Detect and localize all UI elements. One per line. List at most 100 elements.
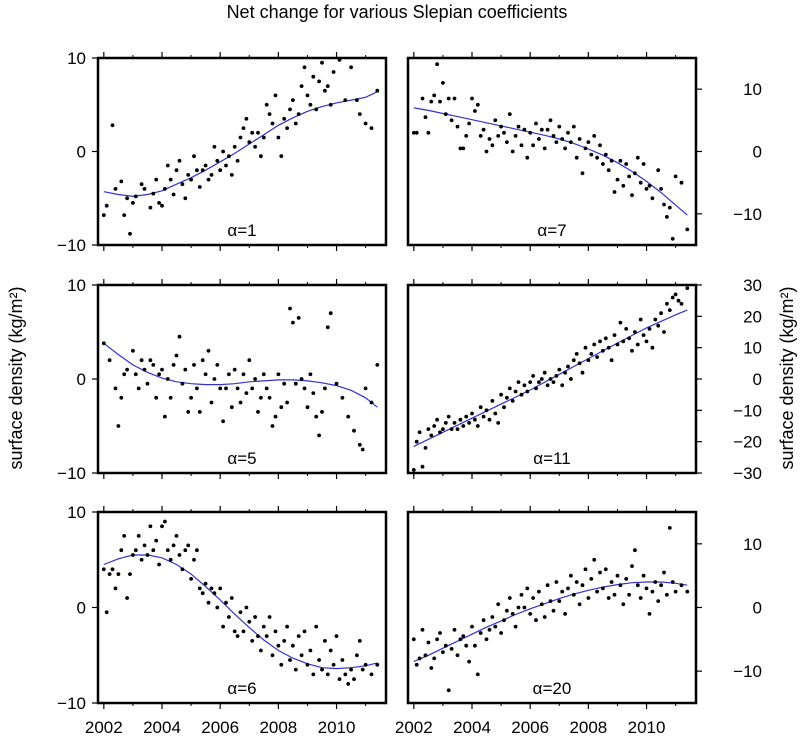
data-point <box>548 599 553 603</box>
y-tick-label: 0 <box>753 143 762 162</box>
data-point <box>122 372 127 377</box>
data-point <box>139 182 144 187</box>
data-point <box>279 662 284 667</box>
panel-label: α=1 <box>227 221 256 240</box>
data-point <box>473 643 477 648</box>
data-point <box>238 135 243 140</box>
data-point <box>539 602 544 607</box>
data-point <box>601 348 605 353</box>
data-point <box>253 615 257 619</box>
x-tick-label: 2004 <box>143 718 181 737</box>
data-point <box>449 427 454 431</box>
data-point <box>569 573 573 578</box>
data-point <box>461 424 466 428</box>
data-point <box>603 567 608 572</box>
data-point <box>653 580 658 584</box>
data-point <box>601 162 605 166</box>
data-point <box>299 653 304 658</box>
data-point <box>609 158 614 163</box>
data-point <box>665 592 669 597</box>
data-point <box>160 367 164 372</box>
data-point <box>145 381 150 386</box>
data-point <box>580 171 585 176</box>
data-point <box>452 96 457 101</box>
data-point <box>133 548 138 553</box>
data-point <box>163 187 167 191</box>
data-point <box>507 386 512 391</box>
data-point <box>113 586 118 591</box>
data-point <box>180 567 185 572</box>
data-point <box>171 363 176 367</box>
data-point <box>291 320 295 325</box>
data-point <box>340 395 345 400</box>
fit-line <box>103 91 378 198</box>
data-point <box>475 424 480 428</box>
data-point <box>484 408 489 413</box>
data-point <box>160 203 164 208</box>
data-point <box>665 215 669 219</box>
data-point <box>502 130 506 135</box>
data-point <box>484 149 489 154</box>
data-point <box>551 380 556 384</box>
data-point <box>641 162 646 166</box>
data-point <box>209 173 214 177</box>
data-point <box>670 295 675 300</box>
data-point <box>148 524 153 529</box>
data-point <box>505 140 509 145</box>
data-point <box>311 391 316 395</box>
data-point <box>455 124 460 129</box>
data-point <box>525 586 530 591</box>
data-point <box>299 377 304 381</box>
data-point <box>577 361 582 366</box>
data-point <box>200 358 205 363</box>
data-point <box>259 154 263 159</box>
panel-5: 2002 2004 2006 2008 2010 −10 0 10 α=6 <box>57 503 388 737</box>
data-point <box>337 58 342 62</box>
data-point <box>487 627 492 632</box>
data-point <box>461 634 466 638</box>
data-point <box>420 464 425 469</box>
data-point <box>571 358 576 363</box>
data-point <box>475 672 480 677</box>
data-point <box>557 124 562 129</box>
data-point <box>221 149 226 154</box>
data-point <box>516 605 521 610</box>
fit-line <box>103 342 378 408</box>
x-tick-label: 2010 <box>628 718 666 737</box>
data-point <box>154 395 159 400</box>
data-point <box>519 392 524 397</box>
data-point <box>285 624 289 629</box>
data-point <box>369 400 374 405</box>
data-point <box>296 634 301 638</box>
data-point <box>110 123 115 128</box>
data-point <box>131 553 135 557</box>
data-point <box>331 70 336 74</box>
data-point <box>128 572 132 576</box>
data-point <box>296 112 301 116</box>
data-point <box>250 386 255 391</box>
data-point <box>464 414 469 419</box>
data-point <box>458 146 463 151</box>
data-point <box>142 367 147 372</box>
figure-title: Net change for various Slepian coefficie… <box>227 2 568 22</box>
data-point <box>446 688 451 693</box>
y-tick-label: −10 <box>57 464 86 483</box>
data-point <box>627 174 631 179</box>
data-point <box>647 612 652 616</box>
data-point <box>438 99 442 104</box>
data-point <box>589 352 594 356</box>
data-point <box>154 538 159 543</box>
data-point <box>259 395 263 400</box>
data-point <box>633 171 637 176</box>
data-point <box>165 548 170 553</box>
data-point <box>224 600 228 605</box>
data-point <box>601 586 605 591</box>
data-point <box>229 173 234 177</box>
data-point <box>247 358 252 363</box>
data-point <box>206 348 211 353</box>
data-point <box>420 627 425 632</box>
data-point <box>647 327 652 331</box>
data-point <box>589 152 594 157</box>
y-tick-label: −10 <box>733 662 762 681</box>
data-point <box>455 653 460 658</box>
